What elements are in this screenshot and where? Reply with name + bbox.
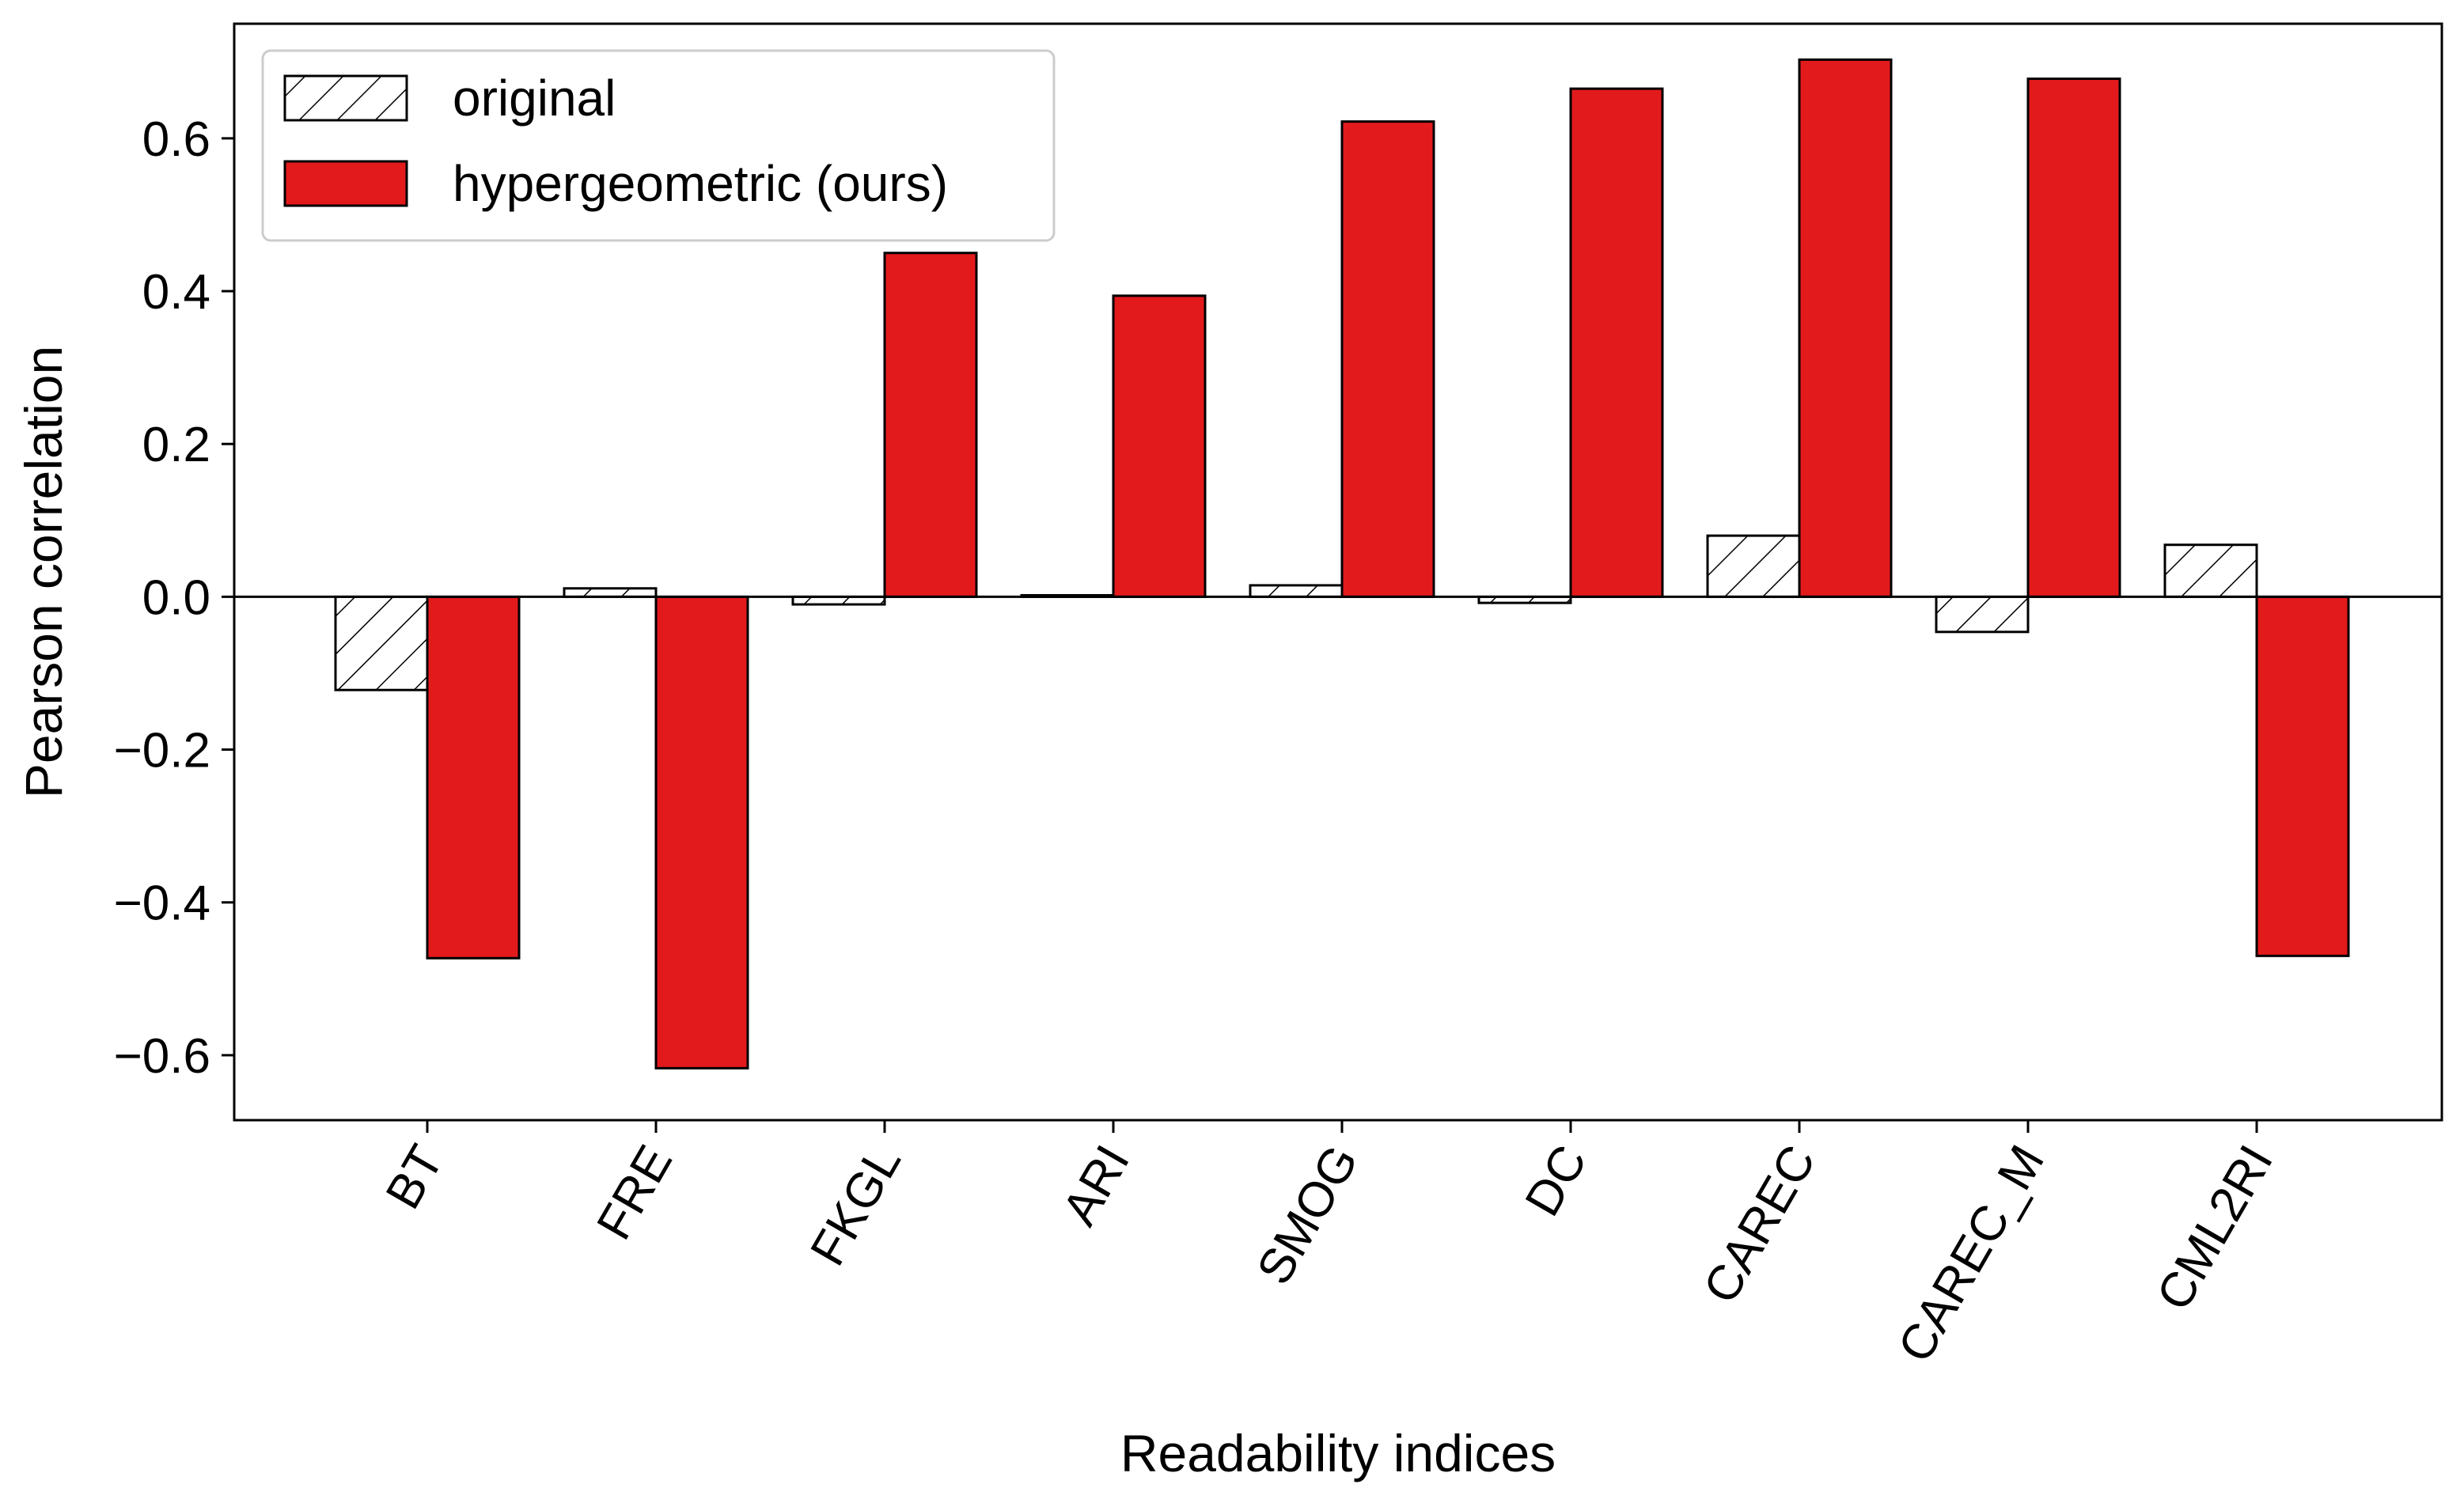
y-tick-label: −0.4 xyxy=(114,877,210,931)
bar-hypergeometric-fkgl xyxy=(883,252,978,598)
bar-original-smog xyxy=(1249,584,1344,598)
bar-hypergeometric-fre xyxy=(654,595,749,1070)
bar-original-cml2ri xyxy=(2163,543,2258,598)
bar-original-carec xyxy=(1706,534,1801,598)
x-tick-label-carec: CAREC xyxy=(1693,1137,1826,1312)
bar-original-fre xyxy=(563,587,658,598)
legend-label-hypergeometric: hypergeometric (ours) xyxy=(453,155,948,212)
x-tick-label-carec_m: CAREC_M xyxy=(1888,1137,2055,1372)
bar-hypergeometric-carec xyxy=(1798,58,1893,598)
y-tick-label: −0.2 xyxy=(114,724,210,778)
legend-box xyxy=(261,49,1056,242)
y-tick-label: 0.6 xyxy=(142,112,210,167)
y-tick-label: 0.2 xyxy=(142,418,210,472)
y-axis-label: Pearson correlation xyxy=(14,346,73,798)
y-tick-label: 0.4 xyxy=(142,265,210,320)
bar-hypergeometric-carec_m xyxy=(2026,78,2121,598)
bar-original-carec_m xyxy=(1935,595,2030,634)
x-tick-label-fkgl: FKGL xyxy=(800,1137,912,1275)
y-tick-label: 0.0 xyxy=(142,570,210,625)
bar-hypergeometric-smog xyxy=(1340,120,1435,598)
legend: original hypergeometric (ours) xyxy=(261,49,1056,242)
x-tick-label-dc: DC xyxy=(1515,1137,1598,1225)
legend-label-original: original xyxy=(453,70,616,127)
bar-hypergeometric-cml2ri xyxy=(2255,595,2350,957)
bar-hypergeometric-ari xyxy=(1112,294,1207,598)
x-tick-label-bt: BT xyxy=(376,1137,454,1218)
plot-frame xyxy=(233,22,2443,1122)
legend-swatch-original xyxy=(283,74,408,122)
x-axis: BT FRE FKGL ARI SMOG DC CAREC CAREC_M CML2RI xyxy=(376,1120,2284,1372)
x-tick-label-fre: FRE xyxy=(586,1137,683,1249)
bar-hypergeometric-bt xyxy=(426,595,521,960)
legend-swatch-hypergeometric xyxy=(283,160,408,207)
bar-original-bt xyxy=(334,595,429,691)
x-axis-label: Readability indices xyxy=(1120,1424,1556,1482)
x-tick-label-cml2ri: CML2RI xyxy=(2147,1137,2284,1320)
y-axis: −0.6 −0.4 −0.2 0.0 0.2 0.4 0.6 xyxy=(114,112,234,1084)
y-tick-label: −0.6 xyxy=(114,1029,210,1084)
bar-hypergeometric-dc xyxy=(1569,87,1664,598)
x-tick-label-ari: ARI xyxy=(1052,1137,1140,1235)
bars-group xyxy=(334,58,2350,1070)
x-tick-label-smog: SMOG xyxy=(1247,1137,1369,1294)
